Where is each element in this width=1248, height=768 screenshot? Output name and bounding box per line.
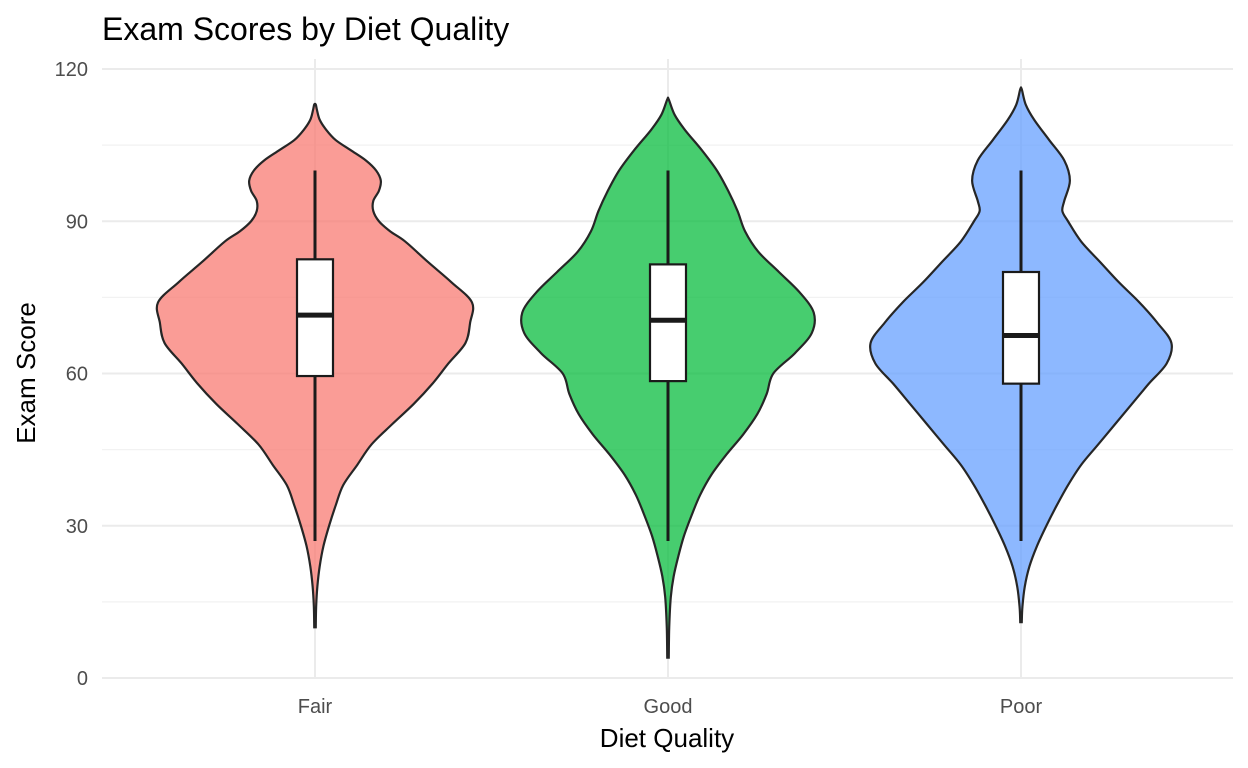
y-axis-ticks: 0 30 60 90 120 (55, 59, 88, 690)
box-good (648, 263, 688, 383)
box-fair (295, 258, 335, 378)
y-tick-label: 90 (66, 211, 88, 233)
y-axis-title: Exam Score (11, 302, 41, 444)
box-poor (1001, 270, 1041, 385)
x-axis-title: Diet Quality (600, 723, 734, 753)
x-tick-label: Good (644, 696, 693, 718)
x-axis-ticks: Fair Good Poor (298, 696, 1043, 718)
y-tick-label: 60 (66, 364, 88, 386)
y-tick-label: 30 (66, 516, 88, 538)
x-tick-label: Fair (298, 696, 333, 718)
x-tick-label: Poor (1000, 696, 1043, 718)
y-tick-label: 120 (55, 59, 88, 81)
y-tick-label: 0 (77, 668, 88, 690)
chart-title: Exam Scores by Diet Quality (102, 11, 509, 47)
boxplots (295, 170, 1041, 541)
